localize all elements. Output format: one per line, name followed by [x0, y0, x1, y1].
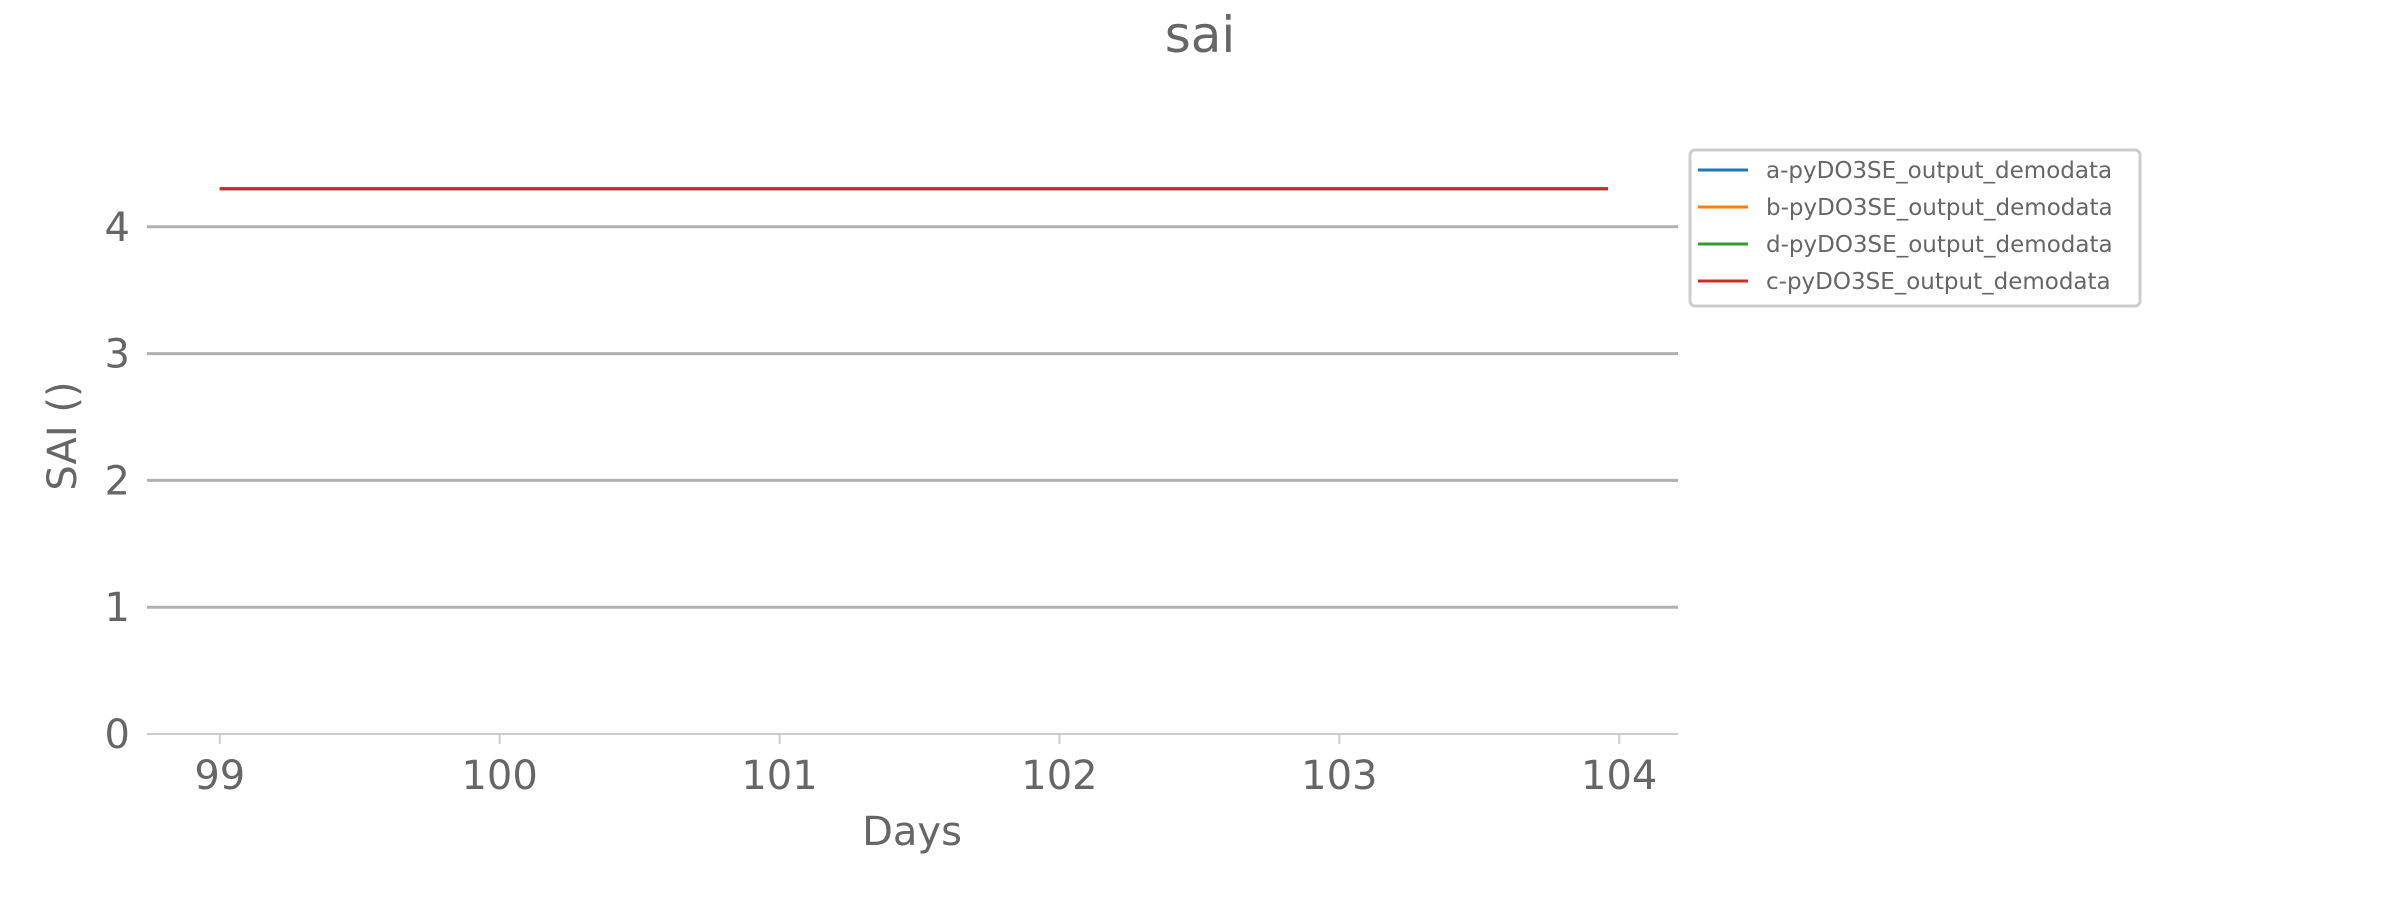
y-tick-label: 3	[105, 332, 130, 378]
chart-title: sai	[1165, 6, 1236, 64]
y-tick-label: 4	[105, 205, 130, 251]
legend-frame	[1688, 148, 2142, 308]
legend-label: d-pyDO3SE_output_demodata	[1766, 232, 2113, 258]
x-ticks: 99 100 101 102 103 104	[194, 734, 1657, 799]
legend-label: a-pyDO3SE_output_demodata	[1766, 158, 2112, 184]
legend: a-pyDO3SE_output_demodata b-pyDO3SE_outpu…	[1688, 148, 2142, 308]
x-tick-label: 102	[1021, 753, 1097, 799]
legend-items: a-pyDO3SE_output_demodata b-pyDO3SE_outpu…	[1698, 158, 2113, 295]
grid	[147, 225, 1678, 609]
y-ticks: 0 1 2 3 4	[105, 205, 130, 758]
legend-label: c-pyDO3SE_output_demodata	[1766, 269, 2111, 295]
y-tick-label: 1	[105, 585, 130, 631]
x-tick-label: 99	[194, 753, 245, 799]
x-tick-label: 104	[1581, 753, 1657, 799]
x-tick-label: 103	[1301, 753, 1377, 799]
x-axis-label: Days	[862, 809, 962, 855]
x-tick-label: 101	[741, 753, 817, 799]
legend-label: b-pyDO3SE_output_demodata	[1766, 195, 2113, 221]
y-axis-label: SAI ()	[40, 381, 86, 490]
y-tick-label: 2	[105, 458, 130, 504]
x-tick-label: 100	[461, 753, 537, 799]
y-tick-label: 0	[105, 712, 130, 758]
